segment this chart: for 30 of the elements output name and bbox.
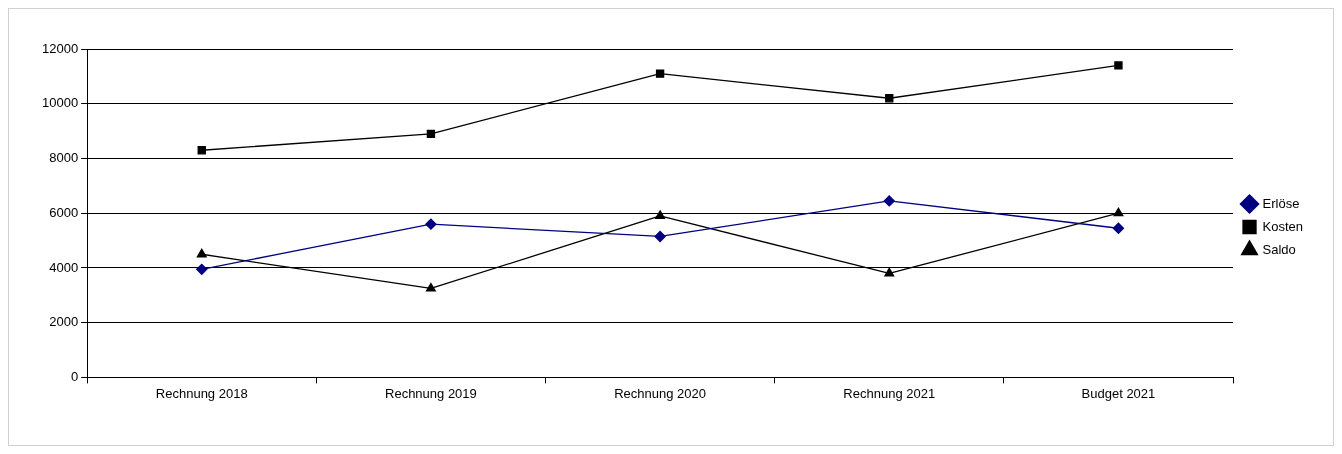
- point: [196, 263, 208, 275]
- point: [196, 248, 207, 258]
- point: [426, 129, 436, 139]
- point: [425, 218, 437, 230]
- point: [197, 146, 206, 155]
- y-tick-label: 8000: [49, 150, 79, 166]
- y-tick-label: 10000: [41, 95, 79, 111]
- y-tick-label: 12000: [41, 40, 79, 56]
- y-tick-label: 6000: [49, 204, 79, 220]
- x-tick-label: Budget 2021: [1081, 385, 1156, 401]
- x-tick-label: Rechnung 2018: [155, 385, 248, 401]
- point: [425, 282, 436, 292]
- point: [1114, 61, 1123, 70]
- point: [884, 267, 895, 277]
- y-tick-label: 2000: [49, 314, 79, 330]
- point: [885, 94, 894, 103]
- y-tick-label: 0: [70, 368, 79, 384]
- x-tick-label: Rechnung 2020: [614, 385, 706, 401]
- legend-label: Saldo: [1262, 241, 1296, 257]
- x-tick-label: Rechnung 2019: [385, 385, 477, 401]
- point: [655, 69, 665, 78]
- x-tick-label: Rechnung 2021: [843, 385, 936, 401]
- point: [654, 230, 666, 243]
- legend-label: Kosten: [1262, 218, 1304, 234]
- point: [655, 210, 666, 220]
- legend-label: Erlöse: [1262, 195, 1300, 211]
- y-tick-label: 4000: [49, 259, 79, 275]
- point: [883, 195, 895, 207]
- point: [1113, 207, 1124, 217]
- point: [1112, 222, 1125, 234]
